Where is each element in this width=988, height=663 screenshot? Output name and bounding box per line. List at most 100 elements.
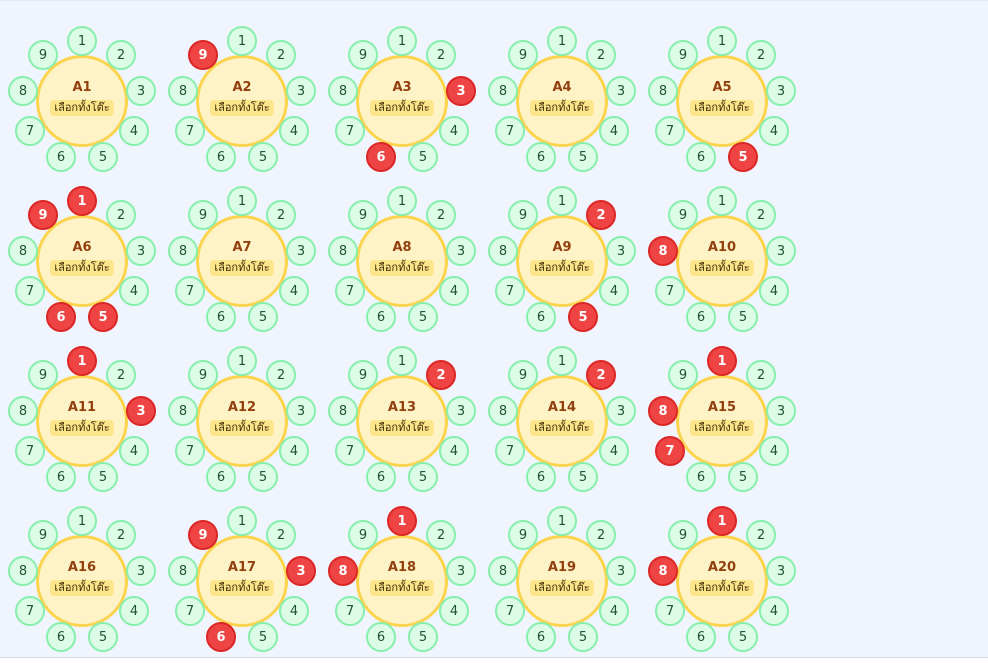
- seat-available[interactable]: 2: [106, 520, 136, 550]
- seat-available[interactable]: 2: [426, 520, 456, 550]
- seat-available[interactable]: 4: [119, 596, 149, 626]
- seat-available[interactable]: 9: [28, 40, 58, 70]
- seat-available[interactable]: 6: [206, 302, 236, 332]
- seat-taken[interactable]: 5: [88, 302, 118, 332]
- seat-available[interactable]: 1: [707, 186, 737, 216]
- select-all-table-button[interactable]: เลือกทั้งโต๊ะ: [210, 260, 274, 276]
- select-all-table-button[interactable]: เลือกทั้งโต๊ะ: [690, 420, 754, 436]
- seat-available[interactable]: 4: [279, 116, 309, 146]
- seat-available[interactable]: 8: [488, 396, 518, 426]
- seat-available[interactable]: 4: [599, 116, 629, 146]
- seat-available[interactable]: 2: [586, 40, 616, 70]
- seat-taken[interactable]: 6: [206, 622, 236, 652]
- seat-taken[interactable]: 8: [648, 556, 678, 586]
- seat-available[interactable]: 9: [348, 520, 378, 550]
- seat-available[interactable]: 4: [599, 276, 629, 306]
- select-all-table-button[interactable]: เลือกทั้งโต๊ะ: [50, 260, 114, 276]
- seat-available[interactable]: 6: [366, 462, 396, 492]
- seat-available[interactable]: 6: [366, 622, 396, 652]
- seat-available[interactable]: 2: [746, 520, 776, 550]
- select-all-table-button[interactable]: เลือกทั้งโต๊ะ: [530, 100, 594, 116]
- seat-available[interactable]: 7: [495, 436, 525, 466]
- seat-available[interactable]: 6: [526, 302, 556, 332]
- seat-available[interactable]: 1: [387, 186, 417, 216]
- seat-available[interactable]: 9: [28, 360, 58, 390]
- seat-available[interactable]: 5: [248, 462, 278, 492]
- select-all-table-button[interactable]: เลือกทั้งโต๊ะ: [530, 580, 594, 596]
- seat-available[interactable]: 4: [759, 596, 789, 626]
- seat-taken[interactable]: 1: [707, 346, 737, 376]
- seat-available[interactable]: 4: [599, 436, 629, 466]
- seat-available[interactable]: 5: [248, 142, 278, 172]
- seat-taken[interactable]: 1: [707, 506, 737, 536]
- seat-available[interactable]: 2: [106, 360, 136, 390]
- seat-available[interactable]: 9: [348, 360, 378, 390]
- seat-taken[interactable]: 8: [328, 556, 358, 586]
- seat-available[interactable]: 1: [227, 346, 257, 376]
- select-all-table-button[interactable]: เลือกทั้งโต๊ะ: [50, 100, 114, 116]
- seat-taken[interactable]: 2: [586, 200, 616, 230]
- select-all-table-button[interactable]: เลือกทั้งโต๊ะ: [690, 580, 754, 596]
- seat-available[interactable]: 4: [759, 116, 789, 146]
- seat-available[interactable]: 6: [686, 622, 716, 652]
- seat-available[interactable]: 6: [686, 302, 716, 332]
- seat-available[interactable]: 4: [439, 276, 469, 306]
- seat-available[interactable]: 5: [568, 462, 598, 492]
- seat-available[interactable]: 5: [728, 302, 758, 332]
- seat-available[interactable]: 3: [126, 236, 156, 266]
- seat-available[interactable]: 1: [547, 506, 577, 536]
- seat-available[interactable]: 2: [266, 520, 296, 550]
- seat-available[interactable]: 3: [766, 556, 796, 586]
- seat-available[interactable]: 7: [175, 596, 205, 626]
- seat-available[interactable]: 8: [488, 556, 518, 586]
- seat-available[interactable]: 1: [67, 506, 97, 536]
- seat-available[interactable]: 7: [495, 596, 525, 626]
- seat-taken[interactable]: 9: [188, 40, 218, 70]
- seat-available[interactable]: 7: [655, 276, 685, 306]
- seat-available[interactable]: 1: [227, 26, 257, 56]
- seat-available[interactable]: 3: [766, 396, 796, 426]
- seat-available[interactable]: 8: [168, 396, 198, 426]
- seat-available[interactable]: 9: [668, 40, 698, 70]
- seat-taken[interactable]: 9: [188, 520, 218, 550]
- seat-available[interactable]: 4: [759, 276, 789, 306]
- seat-available[interactable]: 8: [168, 236, 198, 266]
- seat-available[interactable]: 3: [446, 236, 476, 266]
- seat-taken[interactable]: 5: [568, 302, 598, 332]
- seat-available[interactable]: 3: [446, 556, 476, 586]
- seat-available[interactable]: 4: [279, 436, 309, 466]
- seat-available[interactable]: 4: [119, 116, 149, 146]
- seat-available[interactable]: 3: [126, 76, 156, 106]
- seat-available[interactable]: 9: [28, 520, 58, 550]
- seat-available[interactable]: 7: [15, 276, 45, 306]
- seat-available[interactable]: 6: [526, 142, 556, 172]
- seat-available[interactable]: 8: [488, 236, 518, 266]
- seat-available[interactable]: 7: [335, 436, 365, 466]
- select-all-table-button[interactable]: เลือกทั้งโต๊ะ: [210, 100, 274, 116]
- seat-available[interactable]: 2: [266, 40, 296, 70]
- seat-available[interactable]: 3: [286, 76, 316, 106]
- select-all-table-button[interactable]: เลือกทั้งโต๊ะ: [50, 580, 114, 596]
- seat-available[interactable]: 5: [728, 622, 758, 652]
- seat-available[interactable]: 9: [508, 40, 538, 70]
- seat-available[interactable]: 2: [586, 520, 616, 550]
- seat-available[interactable]: 4: [759, 436, 789, 466]
- select-all-table-button[interactable]: เลือกทั้งโต๊ะ: [690, 100, 754, 116]
- seat-available[interactable]: 7: [655, 116, 685, 146]
- seat-available[interactable]: 7: [335, 276, 365, 306]
- seat-available[interactable]: 5: [88, 622, 118, 652]
- seat-taken[interactable]: 1: [387, 506, 417, 536]
- seat-available[interactable]: 3: [446, 396, 476, 426]
- seat-available[interactable]: 4: [439, 596, 469, 626]
- seat-available[interactable]: 7: [175, 276, 205, 306]
- seat-available[interactable]: 7: [495, 116, 525, 146]
- seat-available[interactable]: 9: [508, 520, 538, 550]
- seat-available[interactable]: 8: [328, 76, 358, 106]
- seat-available[interactable]: 7: [15, 596, 45, 626]
- select-all-table-button[interactable]: เลือกทั้งโต๊ะ: [690, 260, 754, 276]
- seat-available[interactable]: 3: [126, 556, 156, 586]
- seat-available[interactable]: 7: [15, 116, 45, 146]
- select-all-table-button[interactable]: เลือกทั้งโต๊ะ: [50, 420, 114, 436]
- seat-available[interactable]: 8: [168, 76, 198, 106]
- seat-available[interactable]: 7: [495, 276, 525, 306]
